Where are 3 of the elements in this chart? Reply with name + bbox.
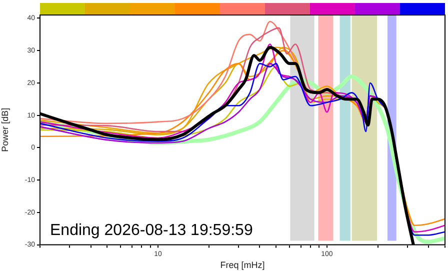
annotation: Ending 2026-08-13 19:59:59 <box>50 222 253 239</box>
x-axis-title: Freq [mHz] <box>220 260 265 270</box>
y-axis-title: Power [dB] <box>0 108 10 152</box>
